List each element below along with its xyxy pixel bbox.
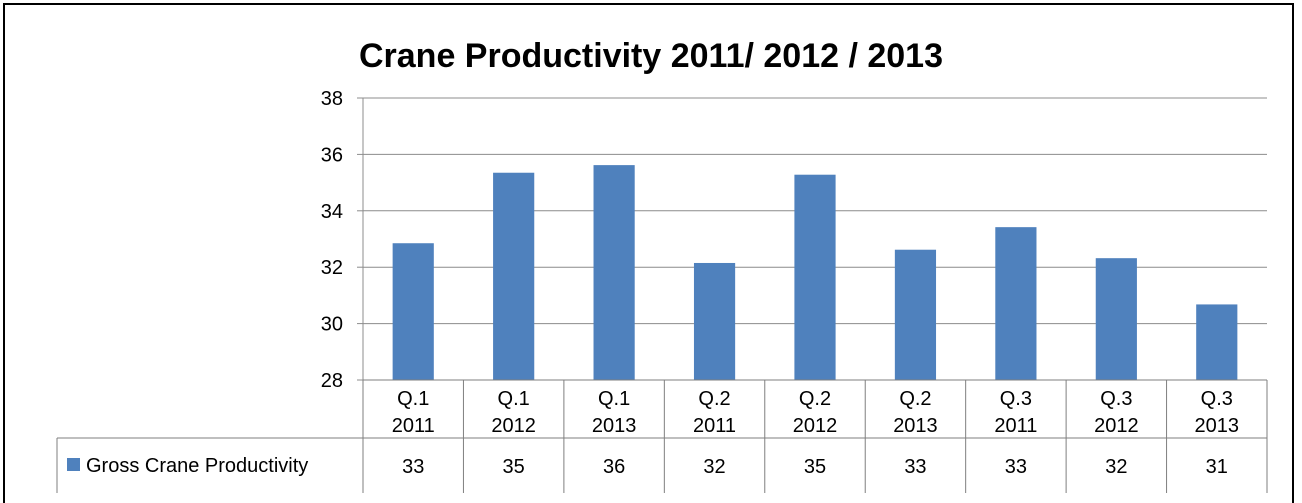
data-table-value: 33 — [1005, 456, 1027, 478]
y-tick-label: 36 — [321, 144, 343, 166]
category-label: Q.1 — [598, 388, 630, 410]
bar — [794, 174, 836, 380]
category-year-label: 2012 — [1094, 415, 1139, 437]
legend-label: Gross Crane Productivity — [86, 455, 308, 477]
category-year-label: 2011 — [693, 415, 736, 437]
data-table-value: 32 — [703, 456, 725, 478]
y-tick-label: 28 — [321, 370, 343, 392]
bar — [1095, 258, 1137, 380]
category-year-label: 2013 — [1195, 415, 1240, 437]
bar — [894, 249, 937, 380]
chart-frame — [3, 3, 1294, 503]
category-year-label: 2013 — [893, 415, 938, 437]
category-label: Q.3 — [1100, 388, 1132, 410]
bar — [1196, 304, 1238, 380]
category-label: Q.3 — [1201, 388, 1233, 410]
y-tick-label: 38 — [321, 88, 343, 110]
bar — [493, 172, 535, 380]
bar — [995, 227, 1037, 380]
y-tick-label: 32 — [321, 257, 343, 279]
data-table-value: 33 — [904, 456, 926, 478]
data-table-value: 31 — [1206, 456, 1228, 478]
legend-swatch — [67, 458, 80, 471]
data-table-value: 35 — [503, 456, 525, 478]
category-year-label: 2011 — [994, 415, 1037, 437]
category-label: Q.1 — [498, 388, 530, 410]
category-year-label: 2012 — [491, 415, 536, 437]
category-year-label: 2012 — [793, 415, 838, 437]
bar — [593, 165, 635, 380]
data-table-value: 35 — [804, 456, 826, 478]
category-label: Q.2 — [799, 388, 831, 410]
bar — [392, 243, 434, 380]
y-tick-label: 30 — [321, 314, 343, 336]
category-label: Q.2 — [899, 388, 931, 410]
category-label: Q.2 — [698, 388, 730, 410]
bar — [693, 262, 736, 380]
data-table-value: 33 — [402, 456, 424, 478]
data-table-value: 36 — [603, 456, 625, 478]
category-year-label: 2011 — [392, 415, 435, 437]
y-tick-label: 34 — [321, 201, 343, 223]
category-year-label: 2013 — [592, 415, 637, 437]
category-label: Q.3 — [1000, 388, 1032, 410]
data-table-value: 32 — [1105, 456, 1127, 478]
category-label: Q.1 — [397, 388, 429, 410]
chart-title: Crane Productivity 2011/ 2012 / 2013 — [359, 37, 943, 75]
